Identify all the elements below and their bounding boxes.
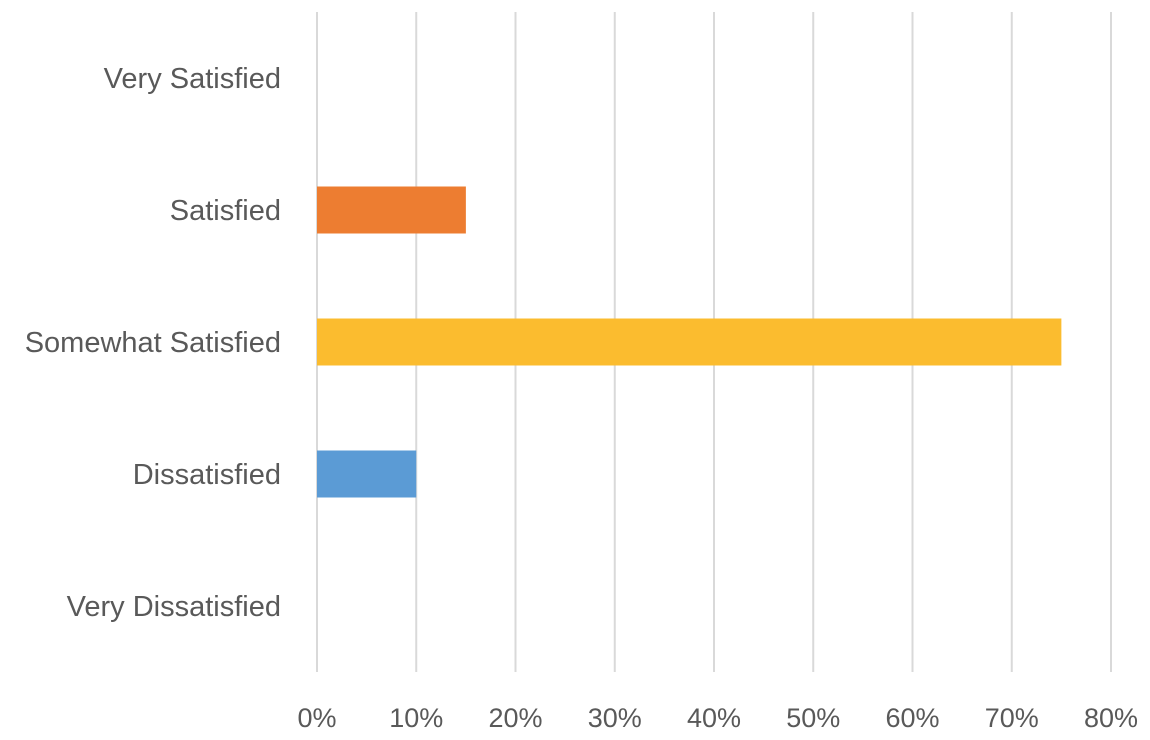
category-label: Dissatisfied [133, 459, 281, 491]
category-label: Very Dissatisfied [67, 591, 281, 623]
x-tick-labels: 0% 10% 20% 30% 40% 50% 60% 70% 80% [297, 703, 1138, 733]
x-tick-label: 0% [297, 703, 336, 733]
category-label: Somewhat Satisfied [25, 327, 281, 359]
x-tick-label: 10% [389, 703, 443, 733]
bar-satisfied [317, 186, 466, 234]
category-label: Very Satisfied [104, 63, 281, 95]
x-tick-label: 60% [885, 703, 939, 733]
x-tick-label: 40% [687, 703, 741, 733]
bar-dissatisfied [317, 450, 417, 498]
category-label: Satisfied [170, 195, 281, 227]
bar-somewhat-satisfied [317, 318, 1062, 366]
x-tick-label: 70% [985, 703, 1039, 733]
bars [317, 186, 1062, 498]
x-tick-label: 20% [488, 703, 542, 733]
x-tick-label: 80% [1084, 703, 1138, 733]
x-tick-label: 30% [588, 703, 642, 733]
category-labels: Very Satisfied Satisfied Somewhat Satisfie… [25, 63, 281, 623]
x-tick-label: 50% [786, 703, 840, 733]
